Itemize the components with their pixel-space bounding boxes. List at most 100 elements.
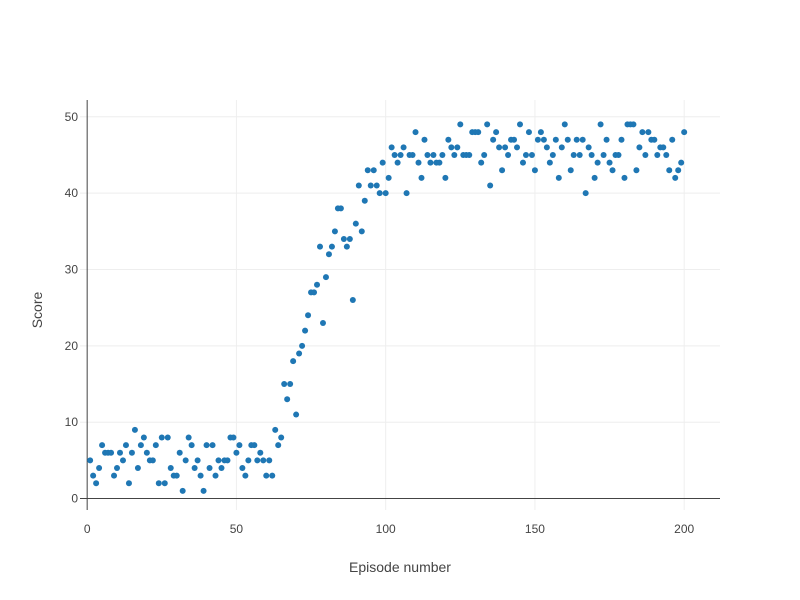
data-point	[376, 190, 383, 197]
data-point	[666, 167, 673, 174]
data-point	[391, 151, 398, 158]
data-point	[311, 289, 318, 296]
data-point	[245, 457, 252, 464]
data-point	[409, 151, 416, 158]
data-point	[475, 129, 482, 136]
data-point	[361, 197, 368, 204]
data-point	[176, 449, 183, 456]
data-point	[663, 151, 670, 158]
data-point	[167, 465, 174, 472]
data-point	[496, 144, 503, 151]
data-point	[322, 274, 329, 281]
data-point	[364, 167, 371, 174]
data-point	[284, 396, 291, 403]
y-tick-label: 20	[65, 339, 79, 353]
data-point	[212, 472, 219, 479]
data-point	[454, 144, 461, 151]
data-point	[564, 136, 571, 143]
data-point	[531, 167, 538, 174]
data-point	[540, 136, 547, 143]
data-point	[99, 442, 106, 449]
data-point	[319, 319, 326, 326]
data-point	[525, 129, 532, 136]
data-point	[645, 129, 652, 136]
y-axis-title: Score	[29, 292, 45, 329]
data-point	[155, 480, 162, 487]
data-point	[493, 129, 500, 136]
data-point	[424, 151, 431, 158]
x-tick-label: 200	[674, 522, 694, 536]
data-point	[502, 144, 509, 151]
data-point	[325, 251, 332, 258]
data-point	[549, 151, 556, 158]
data-point	[164, 434, 171, 441]
data-point	[573, 136, 580, 143]
data-point	[397, 151, 404, 158]
data-point	[651, 136, 658, 143]
data-point	[594, 159, 601, 166]
data-point	[236, 442, 243, 449]
data-point	[442, 174, 449, 181]
data-point	[299, 342, 306, 349]
x-tick-label: 0	[84, 522, 91, 536]
data-point	[340, 235, 347, 242]
data-point	[585, 144, 592, 151]
data-point	[251, 442, 258, 449]
data-point	[576, 151, 583, 158]
data-point	[302, 327, 309, 334]
data-point	[215, 457, 222, 464]
data-point	[457, 121, 464, 128]
data-point	[412, 129, 419, 136]
data-point	[281, 381, 288, 388]
data-point	[552, 136, 559, 143]
data-point	[370, 167, 377, 174]
data-point	[108, 449, 115, 456]
data-point	[615, 151, 622, 158]
data-point	[188, 442, 195, 449]
data-point	[534, 136, 541, 143]
x-tick-label: 100	[376, 522, 396, 536]
tick-labels: 0 50 100 150 200 0 10 20 30 40 50	[65, 110, 695, 536]
data-point	[367, 182, 374, 189]
data-point	[630, 121, 637, 128]
data-point	[358, 228, 365, 235]
data-point	[448, 144, 455, 151]
data-point	[555, 174, 562, 181]
data-point	[87, 457, 94, 464]
data-point	[570, 151, 577, 158]
data-point	[134, 465, 141, 472]
data-point	[200, 487, 207, 494]
data-point	[511, 136, 518, 143]
data-point	[600, 151, 607, 158]
data-point	[114, 465, 121, 472]
x-axis-title: Episode number	[349, 559, 451, 575]
data-point	[224, 457, 231, 464]
data-point	[119, 457, 126, 464]
data-point	[636, 144, 643, 151]
y-tick-label: 30	[65, 262, 79, 276]
data-point	[528, 151, 535, 158]
data-point	[427, 159, 434, 166]
data-point	[242, 472, 249, 479]
y-tick-label: 10	[65, 415, 79, 429]
data-point	[522, 151, 529, 158]
data-point	[203, 442, 210, 449]
data-point	[606, 159, 613, 166]
data-point	[90, 472, 97, 479]
data-point	[430, 151, 437, 158]
data-point	[158, 434, 165, 441]
data-point	[218, 465, 225, 472]
data-point	[505, 151, 512, 158]
data-point	[654, 151, 661, 158]
data-point	[537, 129, 544, 136]
data-point	[128, 449, 135, 456]
data-point	[191, 465, 198, 472]
data-point	[131, 426, 138, 433]
data-point	[287, 381, 294, 388]
data-point	[514, 144, 521, 151]
data-point	[591, 174, 598, 181]
data-point	[185, 434, 192, 441]
data-point	[206, 465, 213, 472]
data-point	[352, 220, 359, 227]
data-point	[672, 174, 679, 181]
